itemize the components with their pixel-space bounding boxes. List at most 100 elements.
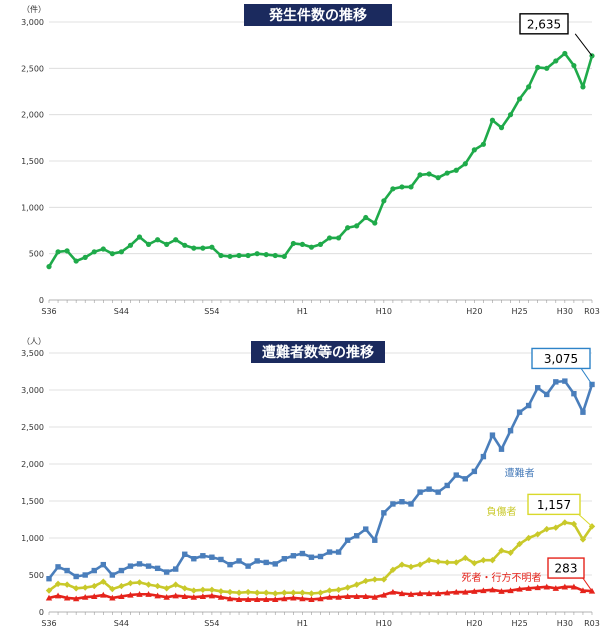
data-point — [63, 581, 71, 588]
data-label: 283 — [555, 562, 578, 576]
chart-title: 発生件数の推移 — [268, 7, 367, 24]
data-point — [227, 253, 233, 260]
data-point — [480, 587, 487, 594]
series-name-label: 死者・行方不明者 — [462, 571, 542, 584]
x-tick-label: H20 — [466, 307, 482, 316]
data-point — [64, 248, 70, 254]
data-point — [109, 251, 115, 257]
y-tick-label: 500 — [29, 571, 44, 580]
data-point — [263, 596, 270, 603]
y-tick-label: 1,500 — [21, 157, 44, 166]
y-tick-label: 3,000 — [21, 386, 44, 395]
data-point — [154, 592, 161, 599]
y-tick-label: 1,000 — [21, 203, 44, 212]
data-point — [281, 556, 287, 562]
data-point — [425, 557, 433, 564]
data-point — [218, 556, 224, 563]
data-point — [118, 593, 125, 600]
data-point — [399, 184, 405, 190]
data-point — [299, 595, 306, 602]
data-point — [127, 579, 134, 587]
data-point — [164, 241, 170, 247]
data-point — [127, 242, 134, 248]
data-point — [371, 576, 378, 583]
data-point — [172, 581, 179, 588]
data-point — [308, 596, 315, 603]
data-point — [326, 549, 333, 555]
data-point — [498, 588, 505, 594]
data-point — [561, 519, 569, 526]
callout-box — [531, 347, 591, 370]
data-point — [326, 587, 333, 594]
y-tick-label: 0 — [39, 608, 44, 617]
data-point — [118, 582, 125, 590]
data-point — [444, 589, 451, 596]
data-point — [173, 237, 179, 243]
data-point — [45, 587, 53, 594]
data-point — [127, 591, 134, 598]
data-point — [525, 402, 532, 409]
data-point — [372, 537, 378, 543]
data-point — [516, 585, 523, 592]
data-point — [46, 264, 52, 270]
data-point — [244, 588, 252, 596]
data-point — [73, 258, 79, 264]
data-point — [390, 186, 396, 192]
data-point — [580, 409, 586, 415]
data-point — [272, 252, 278, 259]
data-point — [571, 62, 577, 69]
data-point — [471, 588, 478, 594]
data-point — [344, 593, 351, 600]
data-point — [480, 557, 487, 564]
data-point — [462, 554, 469, 562]
data-point — [82, 572, 88, 578]
data-point — [471, 147, 477, 153]
data-point — [72, 595, 80, 602]
data-point — [281, 589, 288, 596]
data-point — [552, 524, 559, 531]
data-point — [407, 563, 415, 571]
data-point — [408, 184, 414, 190]
callout-box — [519, 13, 569, 35]
data-point — [570, 583, 578, 590]
data-point — [290, 594, 297, 601]
data-point — [425, 590, 433, 597]
callout-box — [547, 557, 585, 579]
data-point — [480, 141, 486, 147]
data-point — [182, 551, 188, 557]
data-point — [353, 581, 360, 588]
data-point — [354, 223, 360, 229]
data-point — [154, 582, 161, 590]
data-point — [226, 588, 234, 596]
data-point — [489, 117, 496, 123]
data-point — [507, 587, 514, 594]
data-point — [335, 594, 342, 600]
data-point — [191, 245, 197, 251]
data-point — [498, 446, 505, 452]
data-point — [136, 579, 143, 586]
data-point — [398, 561, 406, 568]
y-tick-label: 0 — [39, 296, 44, 305]
data-point — [46, 576, 52, 582]
data-point — [245, 252, 251, 259]
data-point — [200, 245, 206, 251]
data-point — [525, 534, 532, 542]
x-tick-label: S36 — [41, 307, 56, 316]
data-point — [434, 590, 442, 597]
data-point — [326, 594, 333, 600]
data-point — [118, 249, 124, 255]
data-point — [190, 594, 197, 600]
data-point — [190, 587, 197, 594]
data-point — [308, 554, 315, 560]
data-point — [389, 566, 397, 574]
data-point — [408, 501, 414, 507]
y-tick-label: 2,000 — [21, 460, 44, 469]
data-point — [534, 584, 541, 591]
data-point — [462, 476, 468, 482]
data-point — [562, 378, 568, 384]
data-point — [263, 589, 270, 596]
y-tick-label: 2,000 — [21, 111, 44, 120]
data-point — [208, 586, 216, 593]
data-point — [91, 249, 97, 255]
data-point — [172, 592, 179, 599]
